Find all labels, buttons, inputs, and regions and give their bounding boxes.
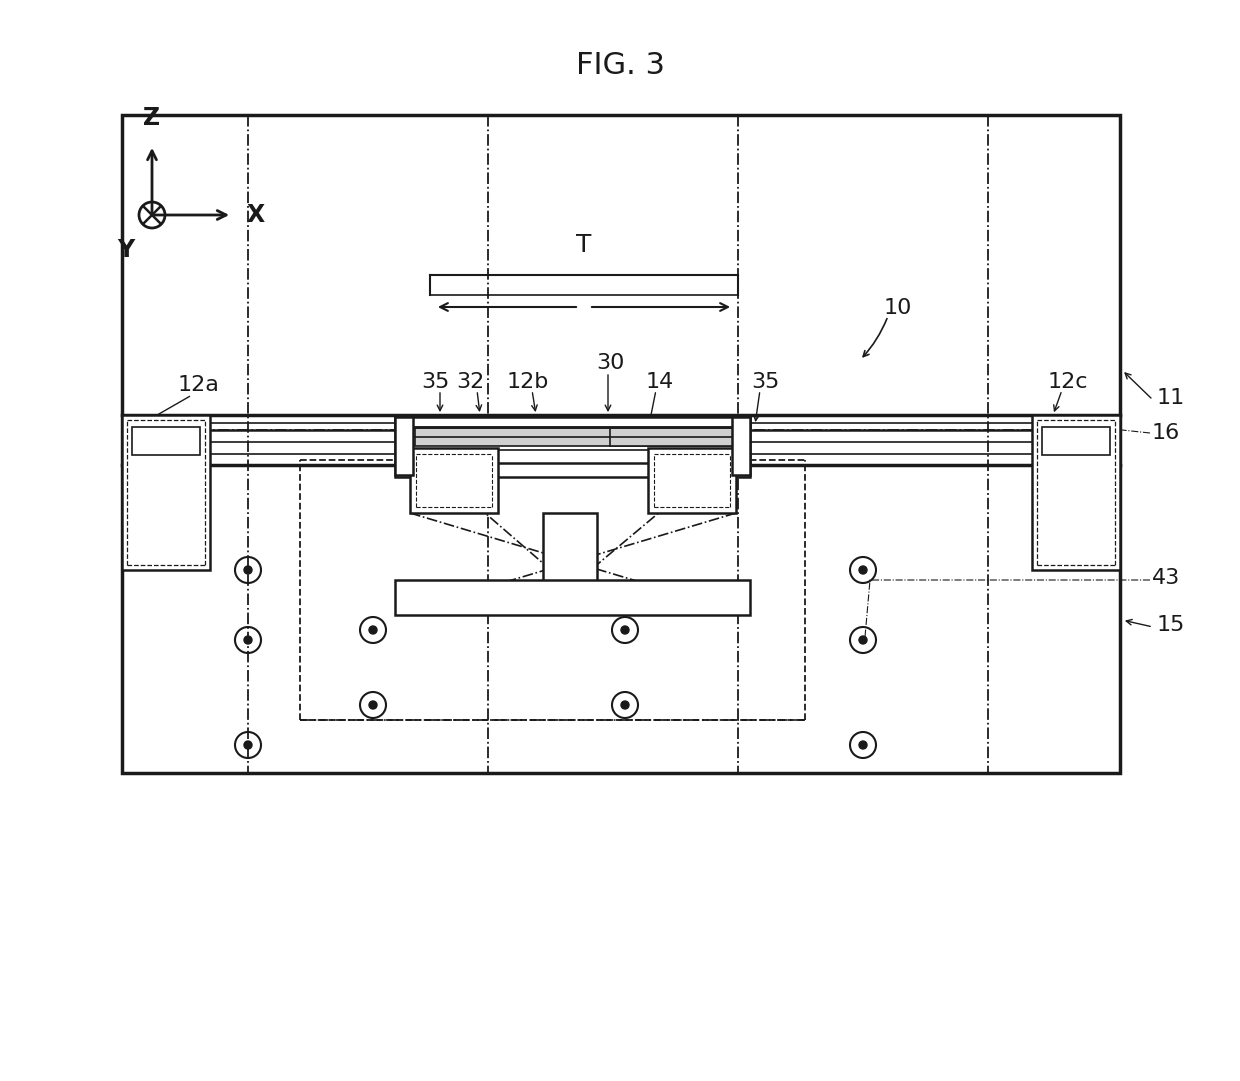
Circle shape bbox=[859, 636, 867, 644]
Bar bbox=[415, 428, 735, 446]
Bar bbox=[1032, 415, 1120, 570]
Bar bbox=[122, 115, 1120, 773]
Text: 15: 15 bbox=[1157, 615, 1185, 635]
Text: 43: 43 bbox=[1152, 568, 1180, 588]
Text: 14: 14 bbox=[646, 372, 675, 392]
Text: X: X bbox=[247, 203, 265, 227]
Bar bbox=[131, 427, 200, 455]
Text: Z: Z bbox=[144, 106, 160, 130]
Text: FIG. 3: FIG. 3 bbox=[575, 51, 665, 80]
Circle shape bbox=[244, 740, 252, 749]
Bar bbox=[122, 415, 210, 570]
Bar bbox=[610, 428, 735, 446]
Text: 11: 11 bbox=[1157, 388, 1185, 408]
Circle shape bbox=[244, 636, 252, 644]
Text: 32: 32 bbox=[456, 372, 484, 392]
Circle shape bbox=[859, 740, 867, 749]
Bar bbox=[732, 417, 750, 475]
Bar bbox=[410, 448, 498, 513]
Text: T: T bbox=[577, 233, 591, 257]
Text: 35: 35 bbox=[420, 372, 449, 392]
Bar bbox=[396, 417, 750, 427]
Text: 12a: 12a bbox=[177, 375, 219, 395]
Text: 16: 16 bbox=[1152, 423, 1180, 443]
Circle shape bbox=[621, 700, 629, 709]
Circle shape bbox=[621, 626, 629, 633]
Bar bbox=[396, 417, 750, 477]
Text: 10: 10 bbox=[884, 298, 913, 318]
Bar bbox=[396, 417, 413, 475]
Circle shape bbox=[370, 626, 377, 633]
Circle shape bbox=[370, 700, 377, 709]
Circle shape bbox=[244, 566, 252, 574]
Circle shape bbox=[859, 566, 867, 574]
Text: 35: 35 bbox=[750, 372, 779, 392]
Bar bbox=[396, 580, 750, 615]
Bar bbox=[649, 448, 737, 513]
Text: Y: Y bbox=[117, 238, 134, 262]
Text: 12c: 12c bbox=[1048, 372, 1089, 392]
Text: 12b: 12b bbox=[507, 372, 549, 392]
Bar bbox=[543, 513, 596, 610]
Text: 30: 30 bbox=[595, 353, 624, 373]
Bar bbox=[1042, 427, 1110, 455]
